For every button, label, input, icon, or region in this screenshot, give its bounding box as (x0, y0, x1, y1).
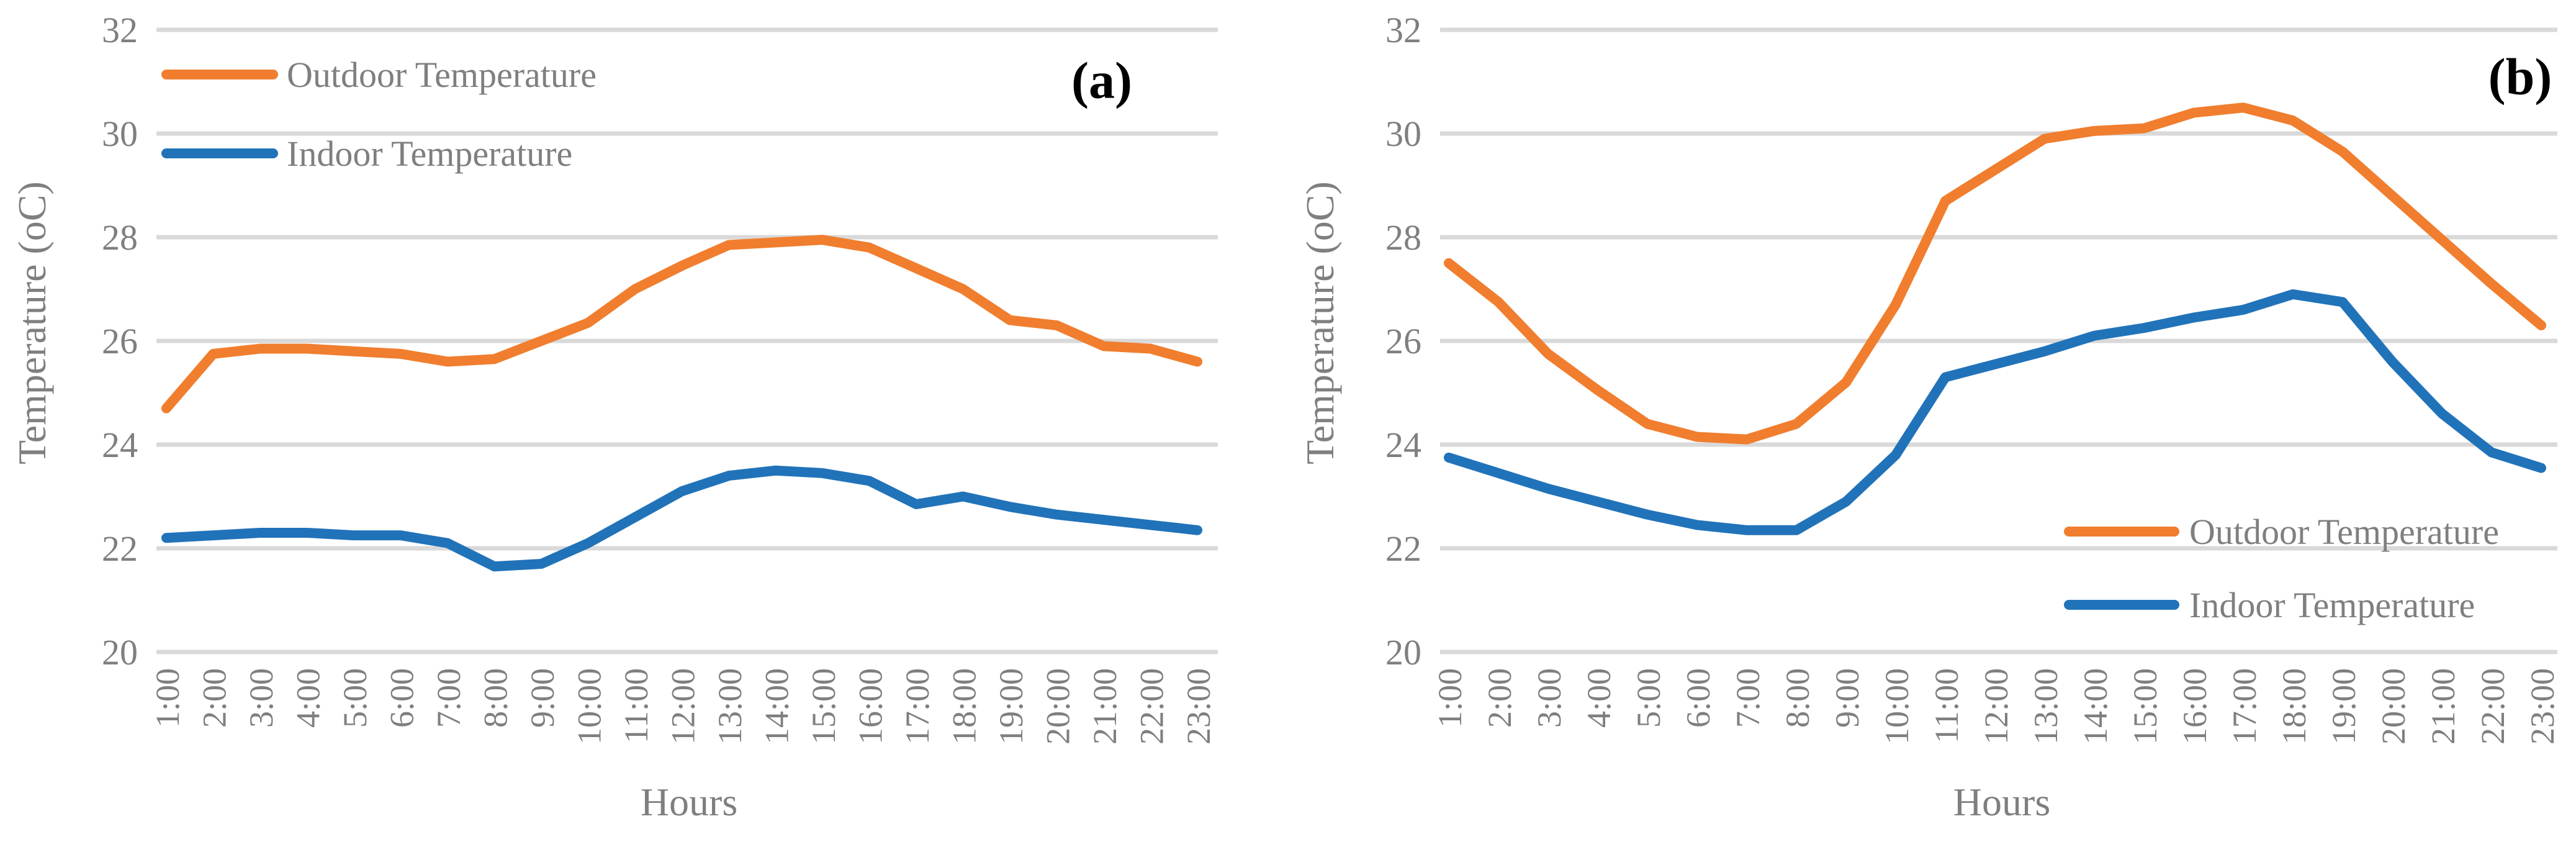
x-tick-label-15:00: 15:00 (805, 668, 842, 745)
y-tick-label-30: 30 (1385, 114, 1421, 154)
legend-label-indoor-temperature: Indoor Temperature (287, 134, 572, 174)
series-line-indoor-temperature (1444, 289, 2546, 535)
x-tick-label-6:00: 6:00 (1680, 668, 1717, 728)
x-tick-label-19:00: 19:00 (993, 668, 1030, 745)
legend-label-indoor-temperature: Indoor Temperature (2189, 585, 2475, 625)
x-tick-label-5:00: 5:00 (1630, 668, 1667, 728)
x-tick-label-22:00: 22:00 (1133, 668, 1171, 745)
x-tick-label-17:00: 17:00 (2226, 668, 2263, 745)
x-tick-label-20:00: 20:00 (1040, 668, 1077, 745)
x-tick-label-18:00: 18:00 (946, 668, 983, 745)
chart-b-canvas: 20 22 24 26 28 30 32 1:00 2:00 3:00 4:00 5:00 6:00 7:… (1385, 10, 2561, 745)
y-tick-label-28: 28 (102, 217, 138, 258)
x-tick-label-6:00: 6:00 (384, 668, 421, 728)
x-tick-label-7:00: 7:00 (1729, 668, 1767, 728)
x-tick-label-15:00: 15:00 (2127, 668, 2164, 745)
legend-label-outdoor-temperature: Outdoor Temperature (287, 55, 597, 95)
x-tick-label-12:00: 12:00 (1978, 668, 2015, 745)
y-tick-label-30: 30 (102, 114, 138, 154)
x-tick-label-9:00: 9:00 (524, 668, 561, 728)
y-tick-label-20: 20 (102, 632, 138, 673)
x-tick-label-18:00: 18:00 (2276, 668, 2313, 745)
x-tick-label-20:00: 20:00 (2375, 668, 2412, 745)
x-tick-label-23:00: 23:00 (2524, 668, 2561, 745)
y-axis-label-a: Temperature (oC) (10, 181, 54, 464)
x-tick-label-14:00: 14:00 (759, 668, 796, 745)
panel-letter-a: (a) (1071, 52, 1132, 110)
y-tick-label-20: 20 (1385, 632, 1421, 673)
x-tick-label-10:00: 10:00 (571, 668, 608, 745)
y-tick-label-24: 24 (1385, 425, 1421, 465)
x-tick-label-11:00: 11:00 (618, 668, 655, 743)
y-tick-label-24: 24 (102, 425, 138, 465)
y-tick-label-28: 28 (1385, 217, 1421, 258)
x-tick-label-23:00: 23:00 (1180, 668, 1217, 745)
x-tick-label-1:00: 1:00 (149, 668, 186, 728)
x-tick-label-8:00: 8:00 (477, 668, 515, 728)
y-tick-label-22: 22 (1385, 528, 1421, 569)
panel-b: 20 22 24 26 28 30 32 1:00 2:00 3:00 4:00 5:00 6:00 7:… (1288, 0, 2576, 847)
chart-a-canvas: 20 22 24 26 28 30 32 1:00 2:00 3:00 4:00 5:00 6:00 7:… (102, 10, 1218, 745)
x-tick-label-21:00: 21:00 (2425, 668, 2462, 745)
y-tick-label-26: 26 (1385, 321, 1421, 361)
x-tick-label-11:00: 11:00 (1928, 668, 1965, 743)
x-tick-label-4:00: 4:00 (290, 668, 327, 728)
x-tick-label-9:00: 9:00 (1829, 668, 1866, 728)
series-line-outdoor-temperature (1444, 102, 2546, 445)
y-tick-label-32: 32 (102, 10, 138, 50)
x-axis-label-a: Hours (640, 780, 738, 824)
panel-a: 20 22 24 26 28 30 32 1:00 2:00 3:00 4:00 5:00 6:00 7:… (10, 10, 1218, 824)
y-tick-label-26: 26 (102, 321, 138, 361)
x-tick-label-19:00: 19:00 (2325, 668, 2362, 745)
x-tick-label-16:00: 16:00 (2176, 668, 2213, 745)
x-tick-label-4:00: 4:00 (1580, 668, 1618, 728)
x-tick-label-2:00: 2:00 (196, 668, 233, 728)
x-tick-label-13:00: 13:00 (711, 668, 749, 745)
x-tick-label-1:00: 1:00 (1431, 668, 1469, 728)
series-line-indoor-temperature (161, 465, 1202, 572)
x-tick-label-3:00: 3:00 (1531, 668, 1568, 728)
y-tick-label-22: 22 (102, 528, 138, 569)
panel-letter-b: (b) (2488, 48, 2552, 106)
series-line-outdoor-temperature (161, 235, 1202, 414)
x-tick-label-21:00: 21:00 (1086, 668, 1124, 745)
x-tick-label-7:00: 7:00 (430, 668, 467, 728)
y-tick-label-32: 32 (1385, 10, 1421, 50)
x-tick-label-12:00: 12:00 (665, 668, 702, 745)
x-tick-label-5:00: 5:00 (336, 668, 374, 728)
y-axis-label-b: Temperature (oC) (1298, 181, 1342, 464)
x-tick-label-22:00: 22:00 (2474, 668, 2511, 745)
x-tick-label-10:00: 10:00 (1878, 668, 1916, 745)
x-tick-label-16:00: 16:00 (852, 668, 889, 745)
x-tick-label-8:00: 8:00 (1779, 668, 1816, 728)
legend-label-outdoor-temperature: Outdoor Temperature (2189, 512, 2499, 552)
x-tick-label-14:00: 14:00 (2077, 668, 2114, 745)
x-tick-label-2:00: 2:00 (1481, 668, 1518, 728)
x-tick-label-13:00: 13:00 (2027, 668, 2065, 745)
x-tick-label-3:00: 3:00 (243, 668, 280, 728)
x-axis-label-b: Hours (1953, 780, 2051, 824)
x-tick-label-17:00: 17:00 (899, 668, 936, 745)
